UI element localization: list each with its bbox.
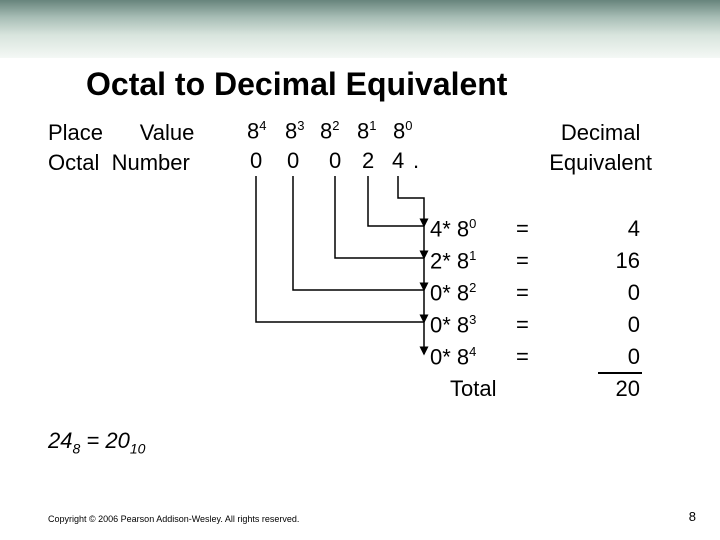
copyright-text: Copyright © 2006 Pearson Addison-Wesley.…: [48, 514, 299, 524]
total-underline: [598, 372, 642, 374]
dec-header-line1: Decimal: [549, 118, 652, 148]
calc-equals: =: [516, 216, 529, 242]
calc-equals: =: [516, 280, 529, 306]
connector-arrow: [335, 176, 424, 290]
calc-expression: 4* 80: [430, 216, 476, 242]
calc-expression: 0* 82: [430, 280, 476, 306]
calc-expression: 2* 81: [430, 248, 476, 274]
calc-equals: =: [516, 344, 529, 370]
note-sub2: 10: [130, 440, 146, 456]
dec-header-line2: Equivalent: [549, 148, 652, 178]
header-gradient: [0, 0, 720, 58]
connector-arrow: [256, 176, 424, 354]
page-number: 8: [689, 509, 696, 524]
total-value: 20: [600, 376, 640, 402]
place-value-power: 81: [357, 118, 376, 144]
calc-equals: =: [516, 312, 529, 338]
octal-digit: 4: [392, 148, 404, 174]
total-label: Total: [450, 376, 496, 402]
row-labels: Place Value Octal Number: [48, 118, 194, 178]
connector-arrow: [368, 176, 424, 258]
place-value-power: 80: [393, 118, 412, 144]
calc-result: 4: [600, 216, 640, 242]
place-value-power: 82: [320, 118, 339, 144]
calc-equals: =: [516, 248, 529, 274]
calc-result: 0: [600, 344, 640, 370]
note-b: = 20: [80, 428, 130, 453]
place-value-power: 83: [285, 118, 304, 144]
octal-digit: 0: [329, 148, 341, 174]
note-a: 24: [48, 428, 72, 453]
final-note: 248 = 2010: [48, 428, 145, 456]
page-title: Octal to Decimal Equivalent: [86, 66, 507, 103]
calc-result: 0: [600, 280, 640, 306]
calc-expression: 0* 84: [430, 344, 476, 370]
octal-digit: 0: [250, 148, 262, 174]
connector-arrow: [293, 176, 424, 322]
octal-digit: 2: [362, 148, 374, 174]
calc-result: 16: [600, 248, 640, 274]
octal-number-label: Octal Number: [48, 148, 194, 178]
octal-digit: 0: [287, 148, 299, 174]
octal-digit: .: [413, 148, 419, 174]
calc-result: 0: [600, 312, 640, 338]
place-value-power: 84: [247, 118, 266, 144]
connector-arrow: [398, 176, 424, 226]
decimal-equivalent-header: Decimal Equivalent: [549, 118, 652, 178]
place-value-label: Place Value: [48, 118, 194, 148]
calc-expression: 0* 83: [430, 312, 476, 338]
